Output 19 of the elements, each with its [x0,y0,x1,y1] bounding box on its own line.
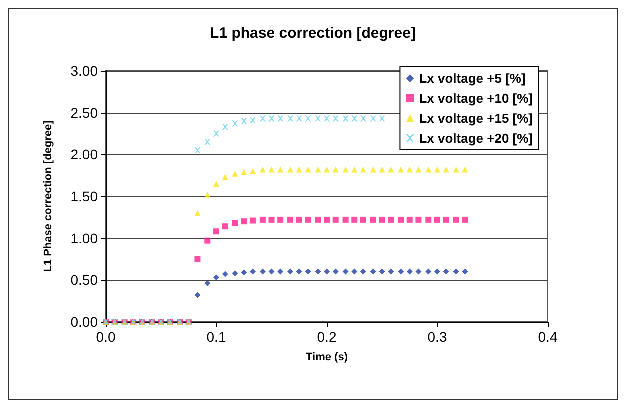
legend-label: Lx voltage +15 [%] [419,111,534,126]
y-tick-label: 0.50 [70,272,98,288]
y-tick-label: 1.00 [70,230,98,246]
y-tick-label: 2.50 [70,104,98,121]
y-axis-title: L1 Phase correction [degree] [42,120,54,272]
y-tick-label: 0.00 [70,314,98,330]
chart-title: L1 phase correction [degree] [210,25,416,42]
x-tick-label: 0.0 [96,329,116,345]
x-tick-label: 0.4 [538,329,558,345]
y-tick-label: 3.00 [70,63,98,79]
legend-label: Lx voltage +20 [%] [419,131,534,146]
x-tick-label: 0.3 [428,329,448,345]
x-axis-title: Time (s) [306,352,348,364]
x-tick-label: 0.2 [317,329,337,345]
y-tick-label: 2.00 [70,146,98,163]
x-tick-label: 0.1 [206,329,226,345]
y-tick-label: 1.50 [70,188,98,204]
legend-label: Lx voltage +10 [%] [419,91,534,106]
legend-label: Lx voltage +5 [%] [419,71,526,86]
